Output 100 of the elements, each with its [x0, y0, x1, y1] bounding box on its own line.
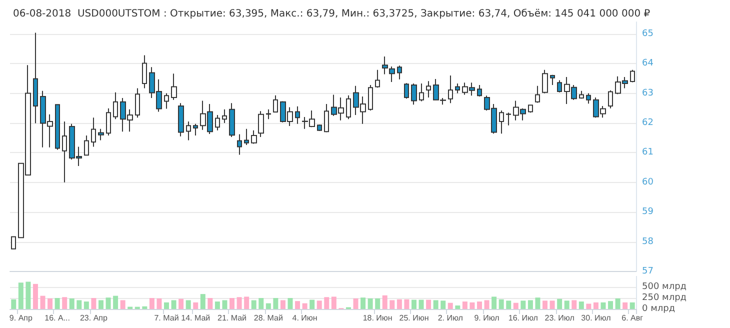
candlestick	[586, 92, 591, 104]
bar	[84, 302, 89, 309]
bar	[186, 300, 191, 309]
bar	[32, 284, 38, 309]
bar	[440, 300, 446, 309]
bar	[48, 298, 53, 309]
candlestick	[368, 84, 373, 112]
bar	[484, 300, 490, 309]
candlestick	[164, 92, 169, 110]
candlestick	[426, 80, 431, 98]
bar	[288, 298, 293, 309]
bar	[492, 296, 497, 309]
bar	[69, 298, 74, 309]
candlestick	[106, 108, 111, 136]
x-tick-label: 14. Май	[181, 314, 210, 322]
y-tick-label: 0 млрд	[642, 304, 676, 314]
candlestick	[142, 54, 147, 89]
candlestick	[506, 112, 511, 126]
candlestick	[237, 134, 242, 156]
bar	[448, 302, 453, 309]
candlestick	[499, 110, 504, 134]
candlestick	[317, 124, 322, 132]
candlestick	[455, 82, 460, 94]
candlestick	[91, 117, 96, 148]
bar	[91, 298, 96, 309]
y-tick-label: 64	[642, 58, 654, 69]
candlestick	[389, 66, 395, 82]
bar	[302, 303, 308, 309]
candlestick	[375, 69, 380, 88]
bar	[273, 298, 278, 309]
candlestick	[251, 130, 257, 144]
bar	[178, 298, 184, 309]
bar	[214, 302, 220, 309]
candlestick	[404, 82, 409, 100]
x-tick-label: 7. Май	[154, 314, 179, 322]
bar	[11, 299, 16, 309]
candlestick	[419, 82, 424, 102]
candlestick	[448, 74, 453, 104]
bar	[98, 300, 104, 309]
candlestick	[229, 102, 235, 138]
candlestick	[630, 69, 635, 83]
bar	[390, 300, 395, 309]
candlestick	[550, 74, 555, 86]
x-tick-label: 30. Июл	[581, 314, 612, 322]
y-tick-label: 60	[642, 177, 654, 188]
bar	[426, 300, 432, 309]
bar	[149, 298, 154, 309]
bar	[433, 300, 438, 309]
bar	[535, 298, 540, 309]
candlestick	[171, 73, 177, 100]
bar	[578, 302, 584, 309]
candlestick	[33, 32, 38, 124]
bar	[360, 298, 366, 309]
bar	[368, 298, 373, 309]
bar	[382, 295, 388, 309]
bar	[396, 299, 402, 309]
bar	[470, 302, 475, 309]
candlestick	[579, 90, 584, 100]
bar	[200, 294, 206, 309]
bar	[171, 300, 176, 309]
bar	[593, 302, 598, 309]
y-tick-label: 62	[642, 118, 654, 128]
bar	[477, 302, 482, 309]
bar	[418, 300, 424, 309]
bar	[455, 305, 460, 309]
bar	[513, 302, 518, 309]
candlestick	[215, 114, 220, 131]
candlestick	[411, 82, 417, 106]
bar	[462, 302, 468, 309]
y-tick-label: 61	[642, 148, 654, 158]
bar	[404, 299, 410, 309]
bar	[18, 282, 24, 309]
bar	[550, 300, 555, 309]
x-tick-label: 23. Июл	[544, 314, 575, 322]
candlestick	[135, 88, 140, 118]
bar	[316, 300, 322, 309]
candlestick	[273, 94, 278, 113]
bar	[230, 298, 235, 309]
bar	[411, 300, 416, 309]
bar	[244, 296, 250, 309]
bar	[557, 298, 562, 309]
x-tick-label: 9. Апр	[9, 314, 33, 322]
bar	[76, 300, 82, 309]
chart-title: 06-08-2018 USD000UTSTOM : Открытие: 63,395, Макс.: 63,79, Мин.: 63,3725, Закрытие: 63,74, Объём: 145 041 000 000 ₽	[13, 8, 651, 20]
bar	[572, 300, 577, 309]
y-tick-label: 65	[642, 28, 654, 39]
bar	[120, 300, 126, 309]
bar	[375, 298, 380, 309]
candlestick	[324, 103, 329, 133]
bar	[331, 296, 336, 309]
x-tick-label: 18. Июн	[362, 314, 392, 322]
candlestick	[382, 56, 388, 75]
bar	[622, 302, 628, 309]
bar	[564, 300, 570, 309]
candlestick	[542, 69, 548, 94]
y-tick-label: 58	[642, 236, 654, 247]
candlestick	[62, 121, 67, 183]
bar	[266, 303, 271, 309]
y-tick-label: 57	[642, 266, 654, 276]
bar	[208, 298, 213, 309]
